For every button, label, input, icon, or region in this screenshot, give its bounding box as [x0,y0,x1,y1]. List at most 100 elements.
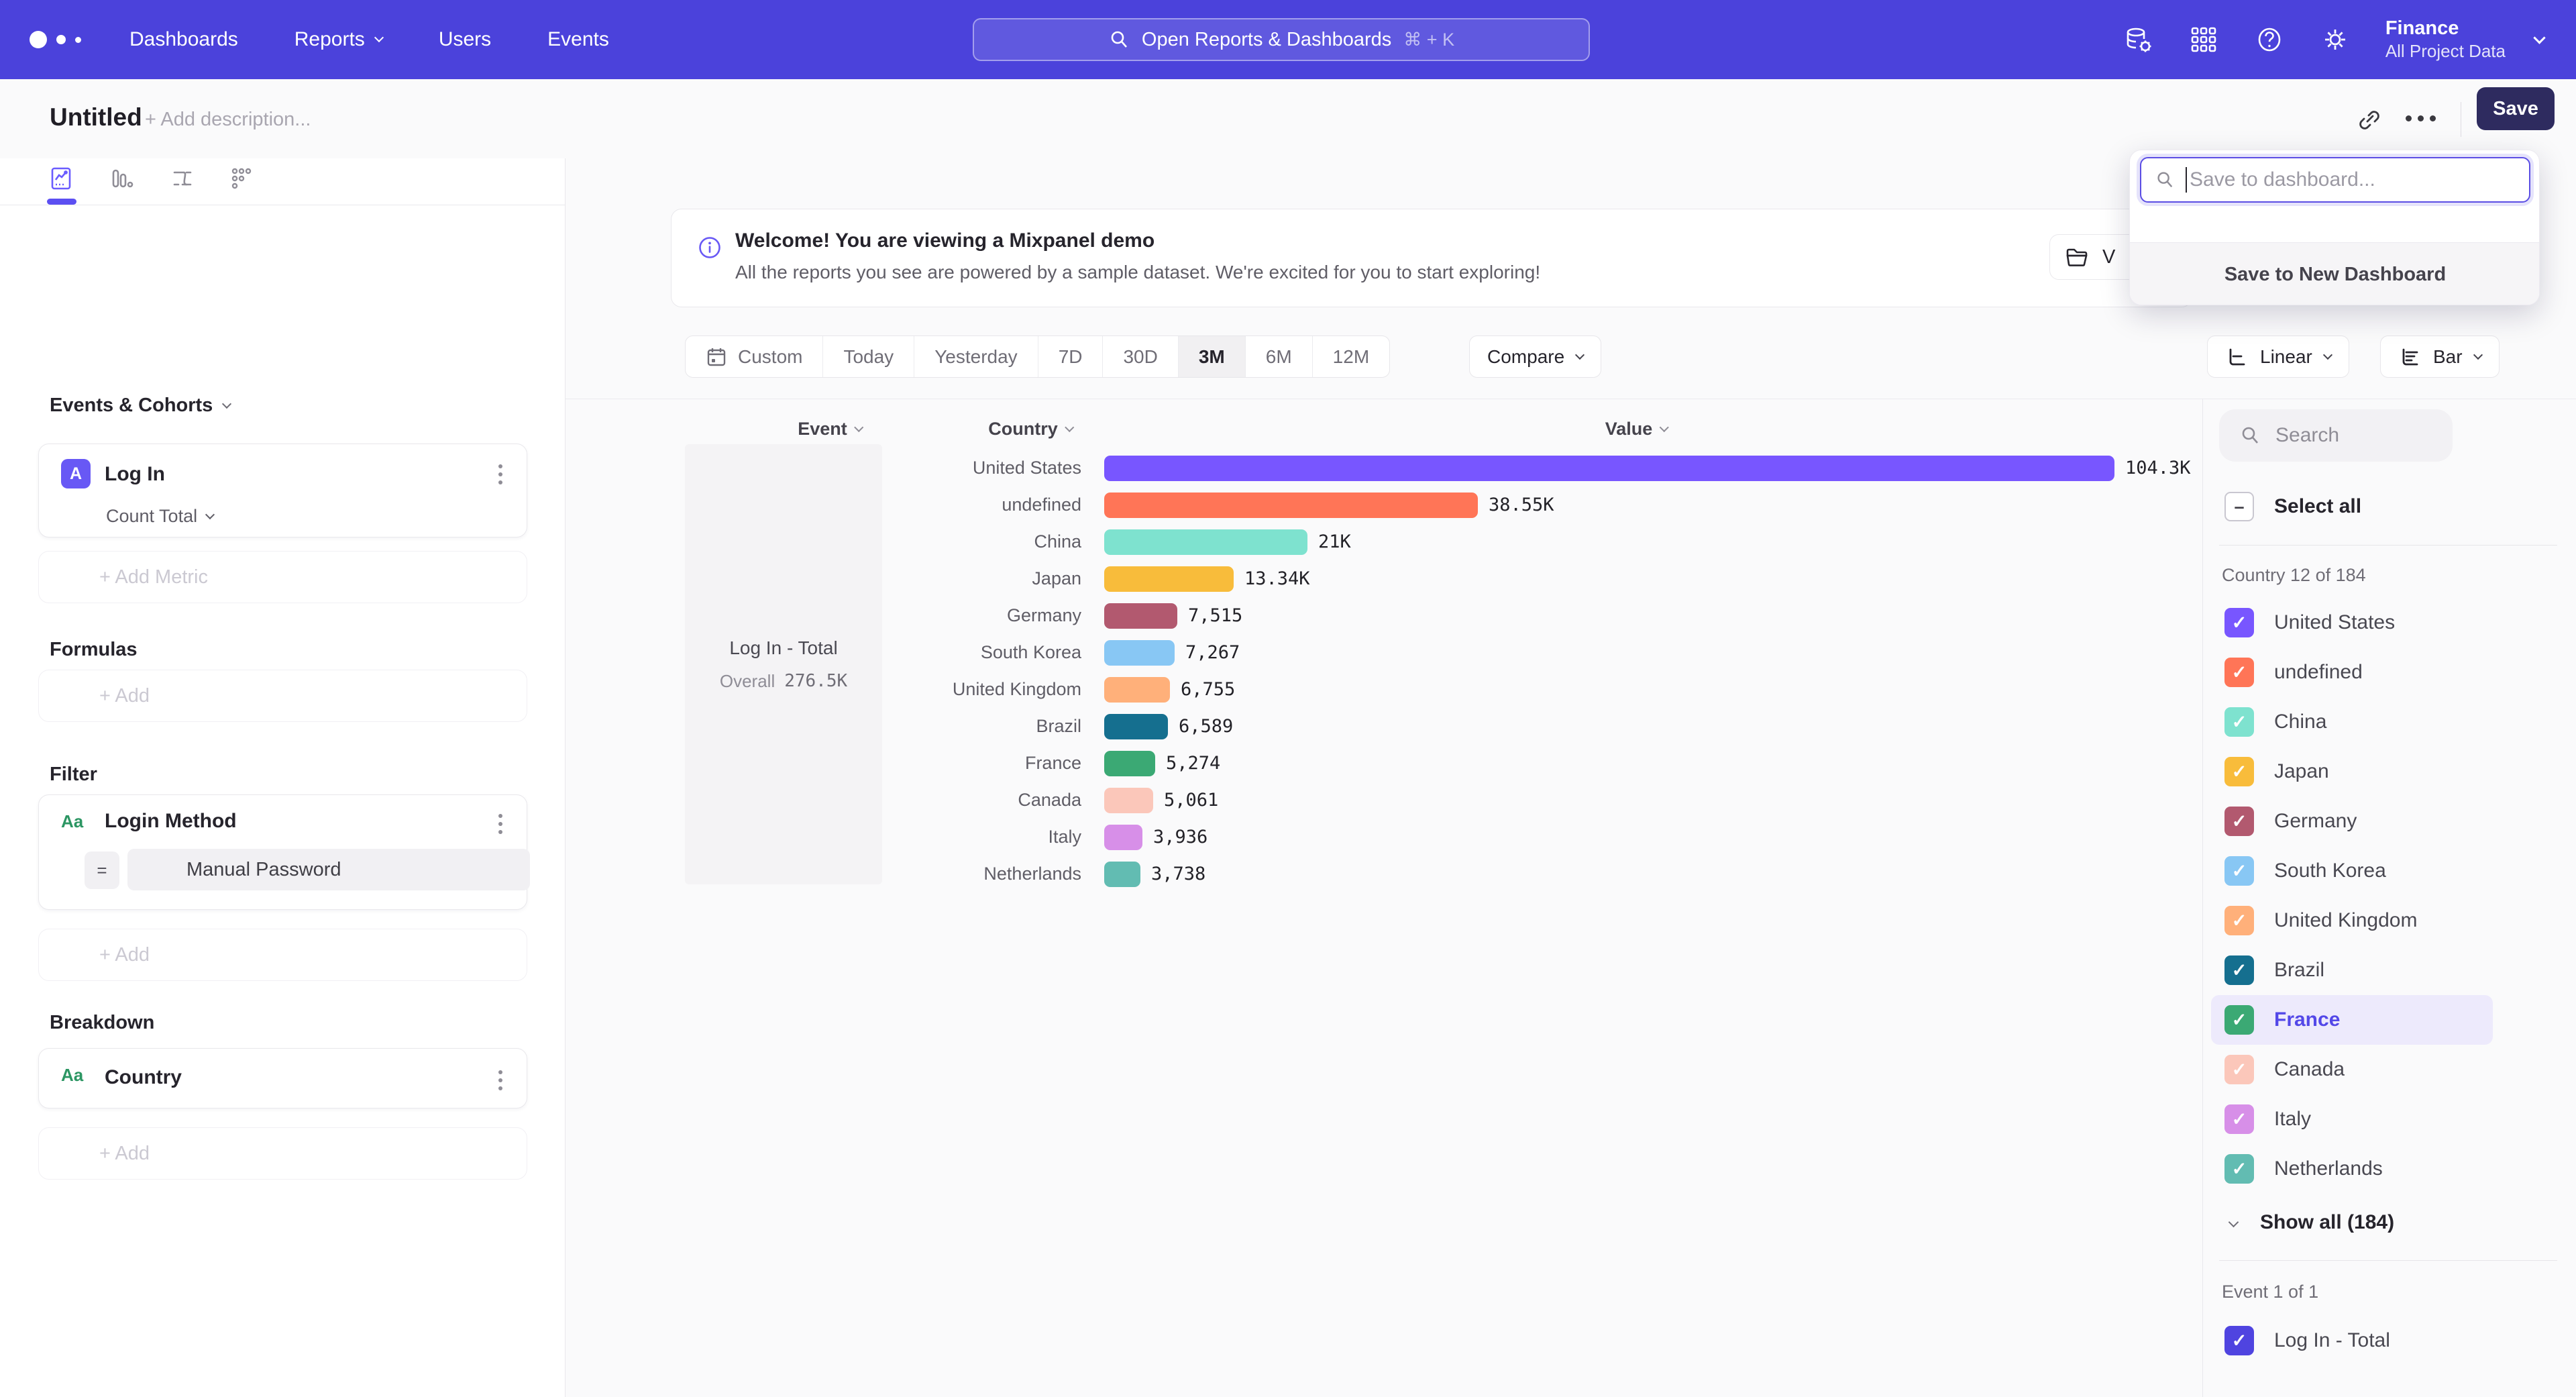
add-description-button[interactable]: + Add description... [145,109,311,131]
bar[interactable] [1104,603,1177,629]
breakdown-property-name[interactable]: Country [105,1066,182,1089]
legend-checkbox[interactable]: ✓ [2224,608,2254,637]
show-all-button[interactable]: Show all (184) [2211,1201,2493,1244]
global-search-bar[interactable]: Open Reports & Dashboards ⌘ + K [973,18,1590,61]
chart-row[interactable]: Italy3,936 [885,819,2227,856]
bar[interactable] [1104,456,2114,481]
bar[interactable] [1104,751,1155,776]
add-breakdown-button[interactable]: + Add [38,1127,527,1180]
event-checkbox[interactable]: ✓ [2224,1326,2254,1355]
copy-link-icon[interactable] [2356,106,2383,133]
range-custom[interactable]: Custom [686,336,823,377]
metric-card-log-in[interactable]: A Log In Count Total [38,444,527,537]
legend-row-france[interactable]: ✓France [2211,995,2493,1045]
bar[interactable] [1104,788,1153,813]
metric-kebab-menu[interactable] [498,464,502,484]
select-all-row[interactable]: – Select all [2211,482,2493,531]
legend-checkbox[interactable]: ✓ [2224,955,2254,985]
breakdown-card-country[interactable]: Aa Country [38,1048,527,1108]
nav-item-dashboards[interactable]: Dashboards [129,28,238,51]
chart-row[interactable]: Japan13.34K [885,560,2227,597]
legend-row-japan[interactable]: ✓Japan [2211,747,2493,796]
range-30d[interactable]: 30D [1103,336,1178,377]
tab-funnels-icon[interactable] [108,165,135,192]
save-button[interactable]: Save [2477,87,2555,130]
event-name[interactable]: Log In [105,463,165,486]
aggregation-selector[interactable]: Count Total [106,506,213,527]
bar[interactable] [1104,529,1307,555]
range-today[interactable]: Today [823,336,914,377]
nav-item-events[interactable]: Events [547,28,609,51]
chart-type-selector[interactable]: Bar [2380,335,2500,378]
add-metric-button[interactable]: + Add Metric [38,551,527,603]
legend-checkbox[interactable]: ✓ [2224,658,2254,687]
line-type-selector[interactable]: Linear [2207,335,2349,378]
range-yesterday[interactable]: Yesterday [914,336,1038,377]
legend-row-south-korea[interactable]: ✓South Korea [2211,846,2493,896]
legend-checkbox[interactable]: ✓ [2224,856,2254,886]
report-title[interactable]: Untitled [50,103,142,132]
legend-row-united-states[interactable]: ✓United States [2211,598,2493,648]
bar[interactable] [1104,566,1234,592]
tab-retention-icon[interactable] [228,165,255,192]
tab-insights-icon[interactable] [48,165,74,192]
legend-row-undefined[interactable]: ✓undefined [2211,648,2493,697]
help-icon[interactable] [2254,24,2285,55]
nav-item-users[interactable]: Users [439,28,491,51]
legend-row-germany[interactable]: ✓Germany [2211,796,2493,846]
legend-checkbox[interactable]: ✓ [2224,1154,2254,1184]
legend-row-canada[interactable]: ✓Canada [2211,1045,2493,1094]
breakdown-kebab-menu[interactable] [498,1070,502,1090]
bar[interactable] [1104,493,1478,518]
events-cohorts-header[interactable]: Events & Cohorts [50,395,230,417]
bar[interactable] [1104,640,1175,666]
filter-value[interactable]: Manual Password [127,849,530,890]
filter-operator[interactable]: = [85,851,119,889]
legend-checkbox[interactable]: ✓ [2224,807,2254,836]
bar[interactable] [1104,825,1142,850]
column-header-value[interactable]: Value [1605,419,1668,439]
filter-kebab-menu[interactable] [498,814,502,834]
bar[interactable] [1104,714,1168,739]
legend-row-netherlands[interactable]: ✓Netherlands [2211,1144,2493,1194]
column-header-event[interactable]: Event [798,419,862,439]
bar[interactable] [1104,677,1170,703]
legend-checkbox[interactable]: ✓ [2224,707,2254,737]
chart-row[interactable]: Brazil6,589 [885,708,2227,745]
chart-row[interactable]: Netherlands3,738 [885,856,2227,892]
legend-checkbox[interactable]: ✓ [2224,1055,2254,1084]
save-to-new-dashboard-button[interactable]: Save to New Dashboard [2130,243,2540,305]
legend-checkbox[interactable]: ✓ [2224,757,2254,786]
more-options-button[interactable] [2406,115,2436,121]
chart-row[interactable]: Germany7,515 [885,597,2227,634]
project-selector[interactable]: Finance All Project Data [2385,17,2506,62]
chart-row[interactable]: France5,274 [885,745,2227,782]
data-management-icon[interactable] [2123,24,2153,55]
legend-search-input[interactable]: Search [2219,409,2453,462]
filter-card-login-method[interactable]: Aa Login Method = Manual Password [38,794,527,910]
filter-property-name[interactable]: Login Method [105,810,237,833]
range-6m[interactable]: 6M [1246,336,1313,377]
range-3m[interactable]: 3M [1179,336,1246,377]
settings-gear-icon[interactable] [2320,24,2351,55]
select-all-checkbox-indeterminate[interactable]: – [2224,492,2254,521]
legend-row-italy[interactable]: ✓Italy [2211,1094,2493,1144]
add-formula-button[interactable]: + Add [38,670,527,722]
legend-checkbox[interactable]: ✓ [2224,1005,2254,1035]
legend-row-united-kingdom[interactable]: ✓United Kingdom [2211,896,2493,945]
legend-checkbox[interactable]: ✓ [2224,1104,2254,1134]
tab-flows-icon[interactable] [169,165,196,192]
range-7d[interactable]: 7D [1038,336,1104,377]
legend-row-china[interactable]: ✓China [2211,697,2493,747]
apps-grid-icon[interactable] [2188,24,2219,55]
legend-checkbox[interactable]: ✓ [2224,906,2254,935]
range-12m[interactable]: 12M [1313,336,1389,377]
chart-row[interactable]: South Korea7,267 [885,634,2227,671]
chart-row[interactable]: undefined38.55K [885,486,2227,523]
event-legend-row[interactable]: ✓ Log In - Total [2211,1316,2493,1365]
chart-row[interactable]: China21K [885,523,2227,560]
project-chevron-down-icon[interactable] [2533,32,2545,44]
column-header-country[interactable]: Country [988,419,1073,439]
chart-row[interactable]: United Kingdom6,755 [885,671,2227,708]
save-dashboard-search-input[interactable]: Save to dashboard... [2140,157,2530,203]
